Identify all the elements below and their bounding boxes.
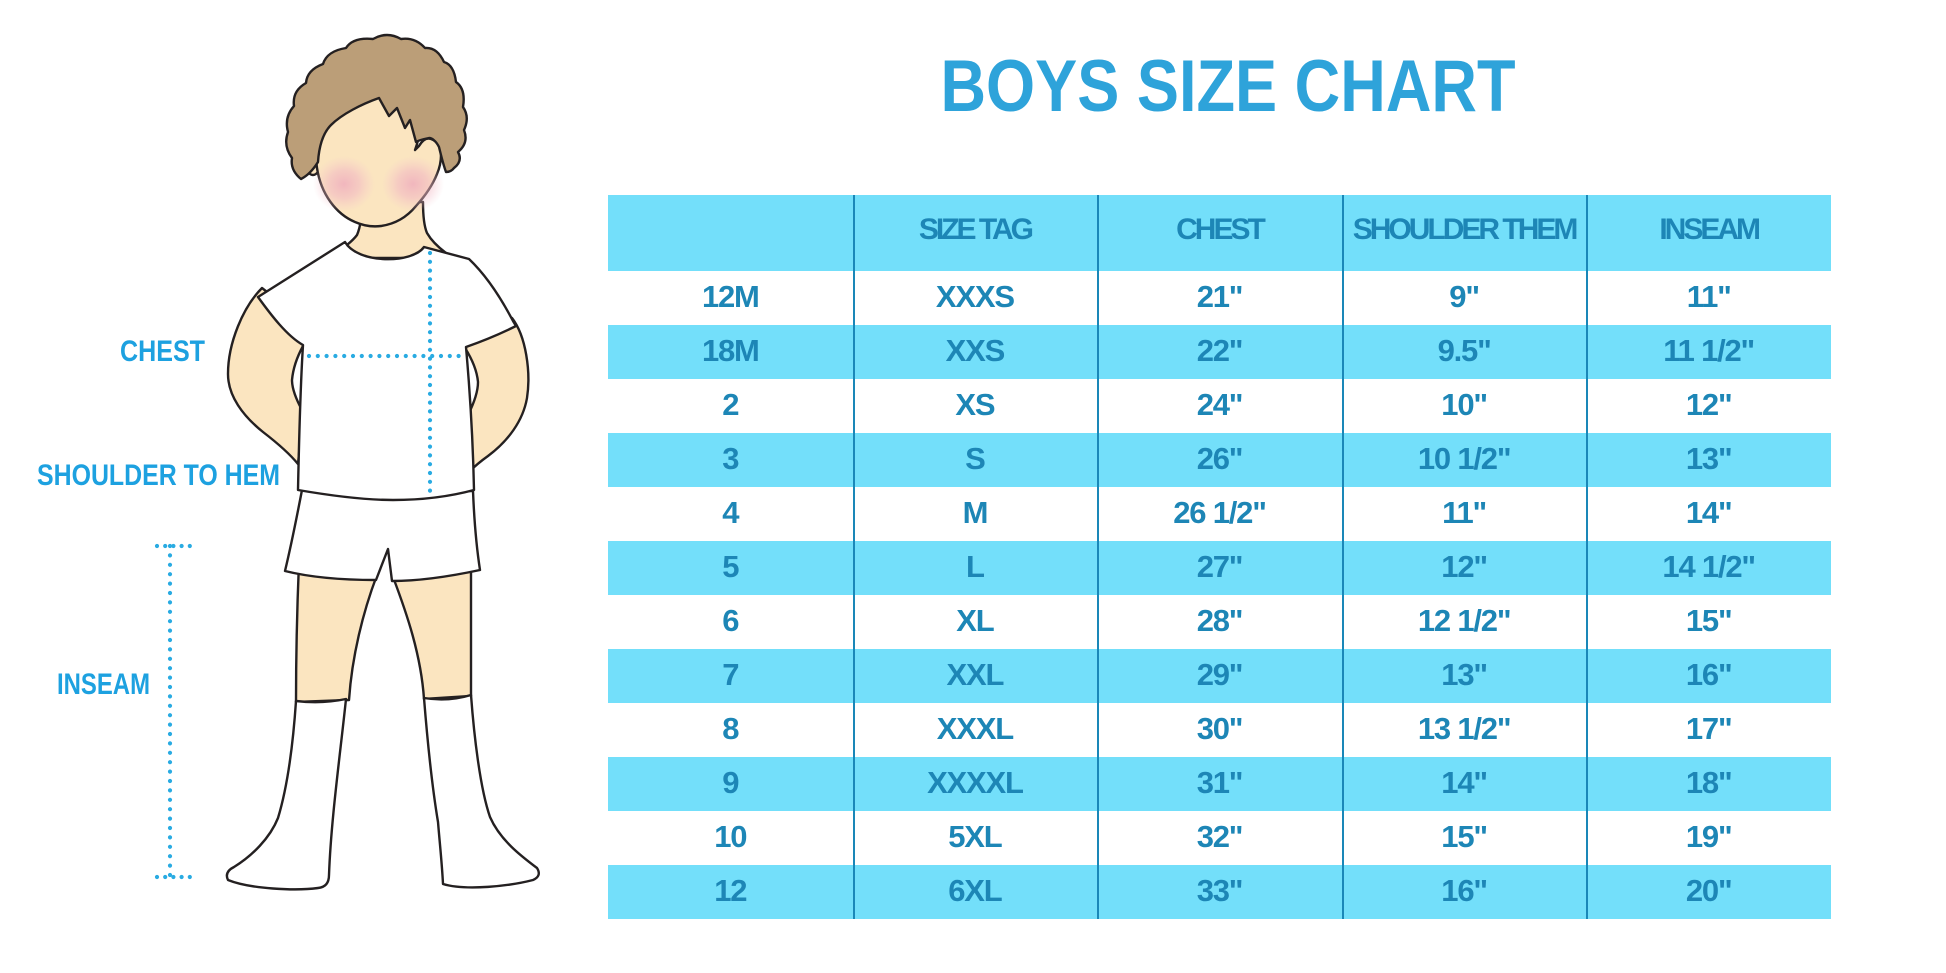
svg-text:SHOULDER TO HEM: SHOULDER TO HEM	[37, 459, 280, 492]
svg-text:INSEAM: INSEAM	[57, 668, 150, 701]
svg-text:CHEST: CHEST	[120, 335, 205, 368]
